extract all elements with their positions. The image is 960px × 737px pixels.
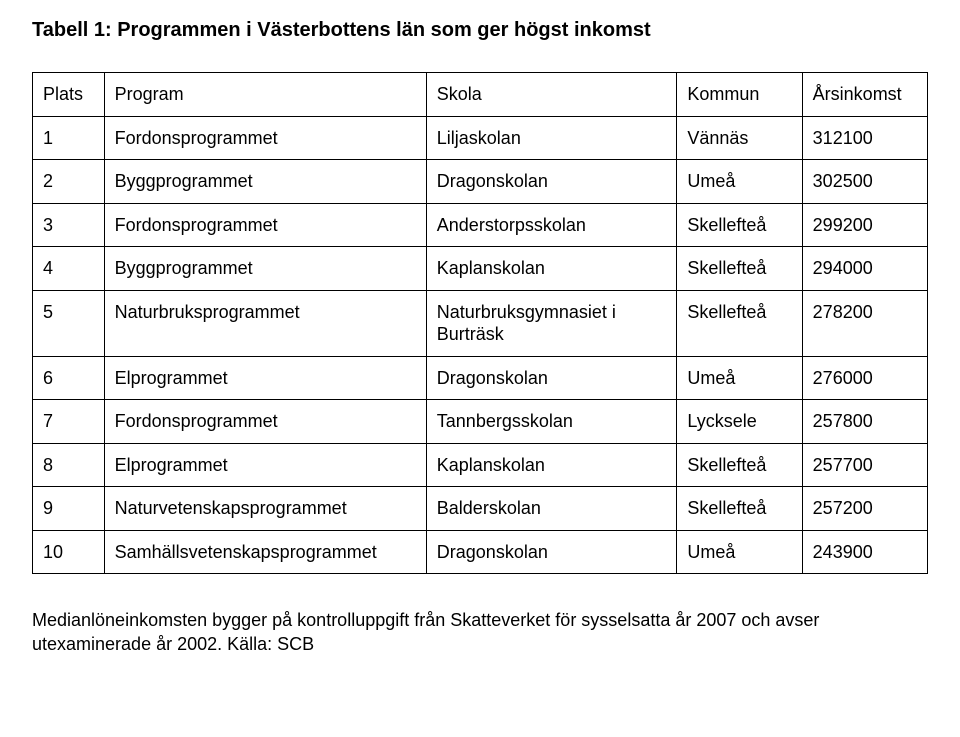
col-header-program: Program [104, 73, 426, 117]
cell-plats: 8 [33, 443, 105, 487]
cell-program: Samhällsvetenskapsprogrammet [104, 530, 426, 574]
cell-kommun: Umeå [677, 160, 802, 204]
cell-skola: Kaplanskolan [426, 443, 677, 487]
table-title: Tabell 1: Programmen i Västerbottens län… [32, 18, 928, 42]
cell-plats: 2 [33, 160, 105, 204]
table-row: 3 Fordonsprogrammet Anderstorpsskolan Sk… [33, 203, 928, 247]
cell-program: Elprogrammet [104, 443, 426, 487]
cell-program: Byggprogrammet [104, 247, 426, 291]
cell-plats: 3 [33, 203, 105, 247]
cell-inkomst: 257800 [802, 400, 927, 444]
cell-skola: Dragonskolan [426, 356, 677, 400]
cell-inkomst: 257700 [802, 443, 927, 487]
cell-inkomst: 257200 [802, 487, 927, 531]
col-header-skola: Skola [426, 73, 677, 117]
cell-inkomst: 243900 [802, 530, 927, 574]
cell-kommun: Skellefteå [677, 487, 802, 531]
table-row: 10 Samhällsvetenskapsprogrammet Dragonsk… [33, 530, 928, 574]
table-row: 9 Naturvetenskapsprogrammet Balderskolan… [33, 487, 928, 531]
cell-program: Fordonsprogrammet [104, 116, 426, 160]
cell-kommun: Vännäs [677, 116, 802, 160]
cell-skola: Liljaskolan [426, 116, 677, 160]
income-table: Plats Program Skola Kommun Årsinkomst 1 … [32, 72, 928, 574]
table-row: 2 Byggprogrammet Dragonskolan Umeå 30250… [33, 160, 928, 204]
cell-kommun: Skellefteå [677, 247, 802, 291]
page: Tabell 1: Programmen i Västerbottens län… [0, 0, 960, 737]
cell-kommun: Lycksele [677, 400, 802, 444]
table-row: 6 Elprogrammet Dragonskolan Umeå 276000 [33, 356, 928, 400]
col-header-inkomst: Årsinkomst [802, 73, 927, 117]
table-row: 5 Naturbruksprogrammet Naturbruksgymnasi… [33, 290, 928, 356]
cell-skola: Naturbruksgymnasiet i Burträsk [426, 290, 677, 356]
table-row: 4 Byggprogrammet Kaplanskolan Skellefteå… [33, 247, 928, 291]
cell-kommun: Skellefteå [677, 203, 802, 247]
cell-inkomst: 302500 [802, 160, 927, 204]
cell-skola: Dragonskolan [426, 160, 677, 204]
cell-program: Naturvetenskapsprogrammet [104, 487, 426, 531]
cell-skola: Balderskolan [426, 487, 677, 531]
table-header-row: Plats Program Skola Kommun Årsinkomst [33, 73, 928, 117]
cell-program: Fordonsprogrammet [104, 203, 426, 247]
cell-kommun: Skellefteå [677, 443, 802, 487]
cell-program: Fordonsprogrammet [104, 400, 426, 444]
cell-skola: Tannbergsskolan [426, 400, 677, 444]
cell-skola: Kaplanskolan [426, 247, 677, 291]
col-header-kommun: Kommun [677, 73, 802, 117]
cell-inkomst: 278200 [802, 290, 927, 356]
table-row: 8 Elprogrammet Kaplanskolan Skellefteå 2… [33, 443, 928, 487]
cell-plats: 6 [33, 356, 105, 400]
cell-kommun: Skellefteå [677, 290, 802, 356]
cell-plats: 7 [33, 400, 105, 444]
cell-kommun: Umeå [677, 356, 802, 400]
table-row: 1 Fordonsprogrammet Liljaskolan Vännäs 3… [33, 116, 928, 160]
cell-plats: 1 [33, 116, 105, 160]
cell-inkomst: 299200 [802, 203, 927, 247]
cell-program: Naturbruksprogrammet [104, 290, 426, 356]
cell-program: Byggprogrammet [104, 160, 426, 204]
cell-inkomst: 312100 [802, 116, 927, 160]
cell-program: Elprogrammet [104, 356, 426, 400]
cell-plats: 5 [33, 290, 105, 356]
cell-inkomst: 294000 [802, 247, 927, 291]
cell-inkomst: 276000 [802, 356, 927, 400]
cell-skola: Anderstorpsskolan [426, 203, 677, 247]
cell-kommun: Umeå [677, 530, 802, 574]
col-header-plats: Plats [33, 73, 105, 117]
cell-plats: 10 [33, 530, 105, 574]
cell-plats: 4 [33, 247, 105, 291]
table-row: 7 Fordonsprogrammet Tannbergsskolan Lyck… [33, 400, 928, 444]
cell-plats: 9 [33, 487, 105, 531]
cell-skola: Dragonskolan [426, 530, 677, 574]
footnote-text: Medianlöneinkomsten bygger på kontrollup… [32, 608, 928, 657]
